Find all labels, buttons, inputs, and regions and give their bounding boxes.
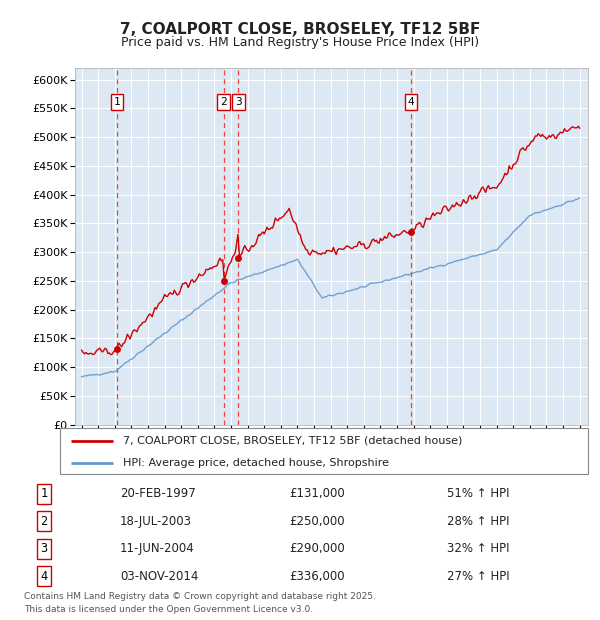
- Text: £250,000: £250,000: [289, 515, 345, 528]
- Text: 1: 1: [113, 97, 121, 107]
- Text: £290,000: £290,000: [289, 542, 345, 556]
- Text: 51% ↑ HPI: 51% ↑ HPI: [447, 487, 509, 500]
- Text: 2: 2: [40, 515, 47, 528]
- Text: 18-JUL-2003: 18-JUL-2003: [120, 515, 192, 528]
- Text: 20-FEB-1997: 20-FEB-1997: [120, 487, 196, 500]
- Text: 1: 1: [40, 487, 47, 500]
- Text: 2: 2: [220, 97, 227, 107]
- Text: 28% ↑ HPI: 28% ↑ HPI: [447, 515, 509, 528]
- Text: 7, COALPORT CLOSE, BROSELEY, TF12 5BF: 7, COALPORT CLOSE, BROSELEY, TF12 5BF: [120, 22, 480, 37]
- Text: £131,000: £131,000: [289, 487, 345, 500]
- Text: 7, COALPORT CLOSE, BROSELEY, TF12 5BF (detached house): 7, COALPORT CLOSE, BROSELEY, TF12 5BF (d…: [124, 436, 463, 446]
- Text: Price paid vs. HM Land Registry's House Price Index (HPI): Price paid vs. HM Land Registry's House …: [121, 36, 479, 49]
- Text: Contains HM Land Registry data © Crown copyright and database right 2025.: Contains HM Land Registry data © Crown c…: [24, 592, 376, 601]
- Text: 32% ↑ HPI: 32% ↑ HPI: [447, 542, 509, 556]
- Text: HPI: Average price, detached house, Shropshire: HPI: Average price, detached house, Shro…: [124, 458, 389, 467]
- Text: This data is licensed under the Open Government Licence v3.0.: This data is licensed under the Open Gov…: [24, 604, 313, 614]
- Text: £336,000: £336,000: [289, 570, 345, 583]
- Text: 03-NOV-2014: 03-NOV-2014: [120, 570, 198, 583]
- Text: 4: 4: [40, 570, 47, 583]
- Text: 4: 4: [407, 97, 415, 107]
- FancyBboxPatch shape: [60, 428, 588, 474]
- Text: 3: 3: [40, 542, 47, 556]
- Text: 3: 3: [235, 97, 242, 107]
- Text: 11-JUN-2004: 11-JUN-2004: [120, 542, 194, 556]
- Text: 27% ↑ HPI: 27% ↑ HPI: [447, 570, 509, 583]
